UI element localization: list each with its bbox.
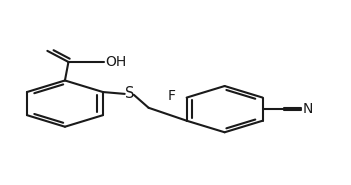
Text: S: S bbox=[125, 86, 134, 101]
Text: N: N bbox=[303, 102, 313, 116]
Text: F: F bbox=[168, 89, 176, 103]
Text: OH: OH bbox=[105, 55, 127, 69]
